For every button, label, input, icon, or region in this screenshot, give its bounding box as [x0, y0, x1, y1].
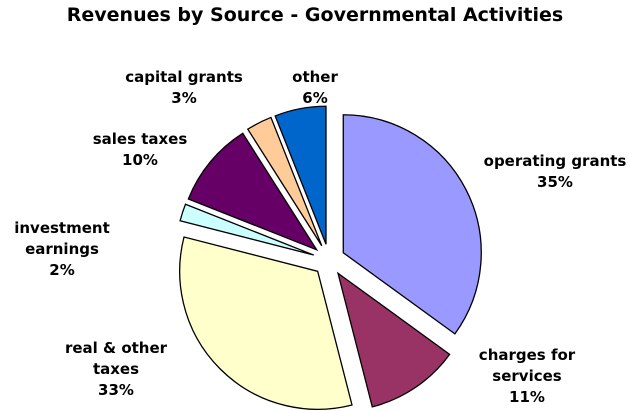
pie-slice-charges-for-services — [336, 271, 451, 408]
slice-label-text: services — [492, 366, 562, 385]
pie-slice-capital-grants — [246, 116, 323, 247]
slice-label-investment-earnings: investment earnings 2% — [14, 218, 110, 281]
slice-label-text: sales taxes — [92, 130, 188, 148]
slice-label-capital-grants: capital grants 3% — [125, 67, 243, 109]
slice-label-text: capital grants — [125, 68, 243, 86]
slice-percent: 10% — [122, 151, 158, 169]
slice-label-real-other-taxes: real & other taxes 33% — [65, 338, 167, 401]
pie-slice-other — [274, 105, 327, 245]
slice-percent: 2% — [49, 260, 75, 279]
pie-slice-operating-grants — [342, 114, 482, 335]
slice-label-charges-for-services: charges for services 11% — [479, 345, 575, 408]
chart-title: Revenues by Source - Governmental Activi… — [66, 4, 564, 26]
slice-percent: 3% — [171, 89, 197, 107]
slice-label-text: investment — [14, 218, 110, 237]
slice-label-text: charges for — [478, 345, 576, 364]
slice-label-sales-taxes: sales taxes 10% — [93, 129, 188, 171]
pie-slice-sales-taxes — [187, 132, 319, 252]
pie-slice-real-other-taxes — [179, 236, 353, 410]
slice-percent: 6% — [302, 89, 328, 107]
slice-percent: 11% — [509, 387, 545, 406]
slice-label-other: other 6% — [292, 67, 338, 109]
slice-label-text: operating grants — [483, 152, 627, 170]
slice-percent: 33% — [98, 380, 134, 399]
slice-label-text: real & other — [64, 338, 168, 357]
slice-label-text: taxes — [92, 359, 140, 378]
slice-label-operating-grants: operating grants 35% — [484, 151, 627, 193]
slice-percent: 35% — [537, 173, 573, 191]
slice-label-text: other — [292, 68, 338, 86]
slice-label-text: earnings — [25, 239, 99, 258]
pie-slice-investment-earnings — [179, 203, 315, 256]
